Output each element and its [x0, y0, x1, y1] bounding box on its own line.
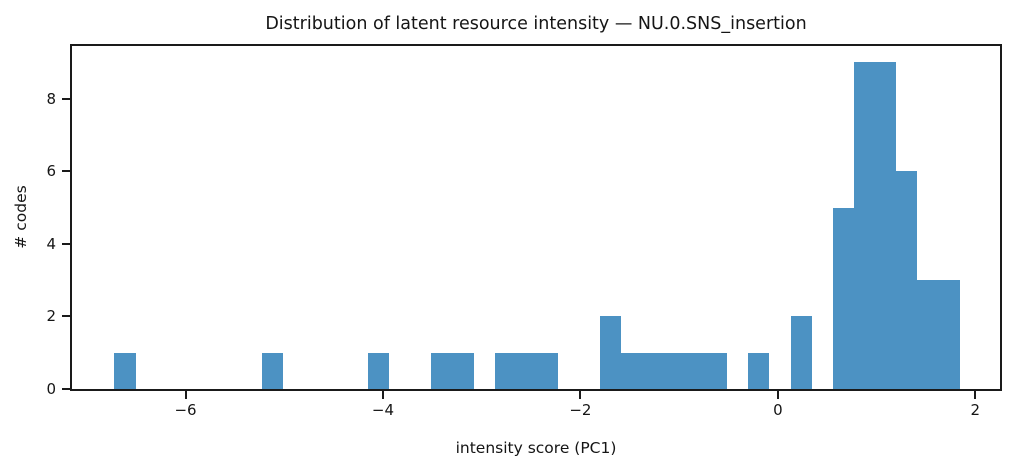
x-axis-tick-label: 0	[773, 401, 783, 419]
chart-title: Distribution of latent resource intensit…	[265, 14, 807, 34]
y-axis-tick	[62, 170, 70, 173]
y-axis-tick	[62, 97, 70, 100]
histogram-bar	[917, 280, 960, 389]
x-axis-tick-label: −4	[371, 401, 395, 419]
y-axis-tick-label: 8	[46, 89, 56, 108]
x-axis-tick-label: −2	[569, 401, 592, 419]
histogram-bar	[748, 352, 770, 389]
histogram-bar	[600, 316, 622, 389]
histogram-bar	[262, 352, 284, 389]
histogram-bar	[896, 171, 918, 389]
histogram-bar	[853, 62, 897, 389]
x-axis-tick	[974, 391, 977, 399]
x-axis-tick-label: 2	[970, 401, 981, 419]
y-axis-tick	[62, 315, 70, 318]
x-axis-tick-label: −6	[174, 401, 197, 419]
y-axis-tick	[62, 388, 70, 390]
y-axis-tick-label: 0	[46, 380, 56, 398]
x-axis-tick	[776, 391, 779, 399]
x-axis-tick	[579, 391, 582, 399]
histogram-bar	[790, 316, 812, 389]
x-axis-tick	[184, 391, 187, 399]
plot-area	[70, 44, 1002, 391]
histogram-bar	[114, 352, 136, 389]
histogram-bar	[431, 352, 474, 389]
y-axis-tick-label: 2	[46, 307, 56, 326]
histogram-bar	[367, 352, 390, 389]
y-axis-tick	[62, 242, 70, 245]
y-axis-tick-label: 4	[46, 234, 56, 253]
histogram-bar	[494, 352, 559, 389]
x-axis-label: intensity score (PC1)	[455, 439, 617, 457]
y-axis-tick-label: 6	[46, 162, 56, 181]
histogram-bar	[832, 207, 854, 389]
x-axis-tick	[381, 391, 384, 399]
histogram-bar	[621, 352, 728, 389]
